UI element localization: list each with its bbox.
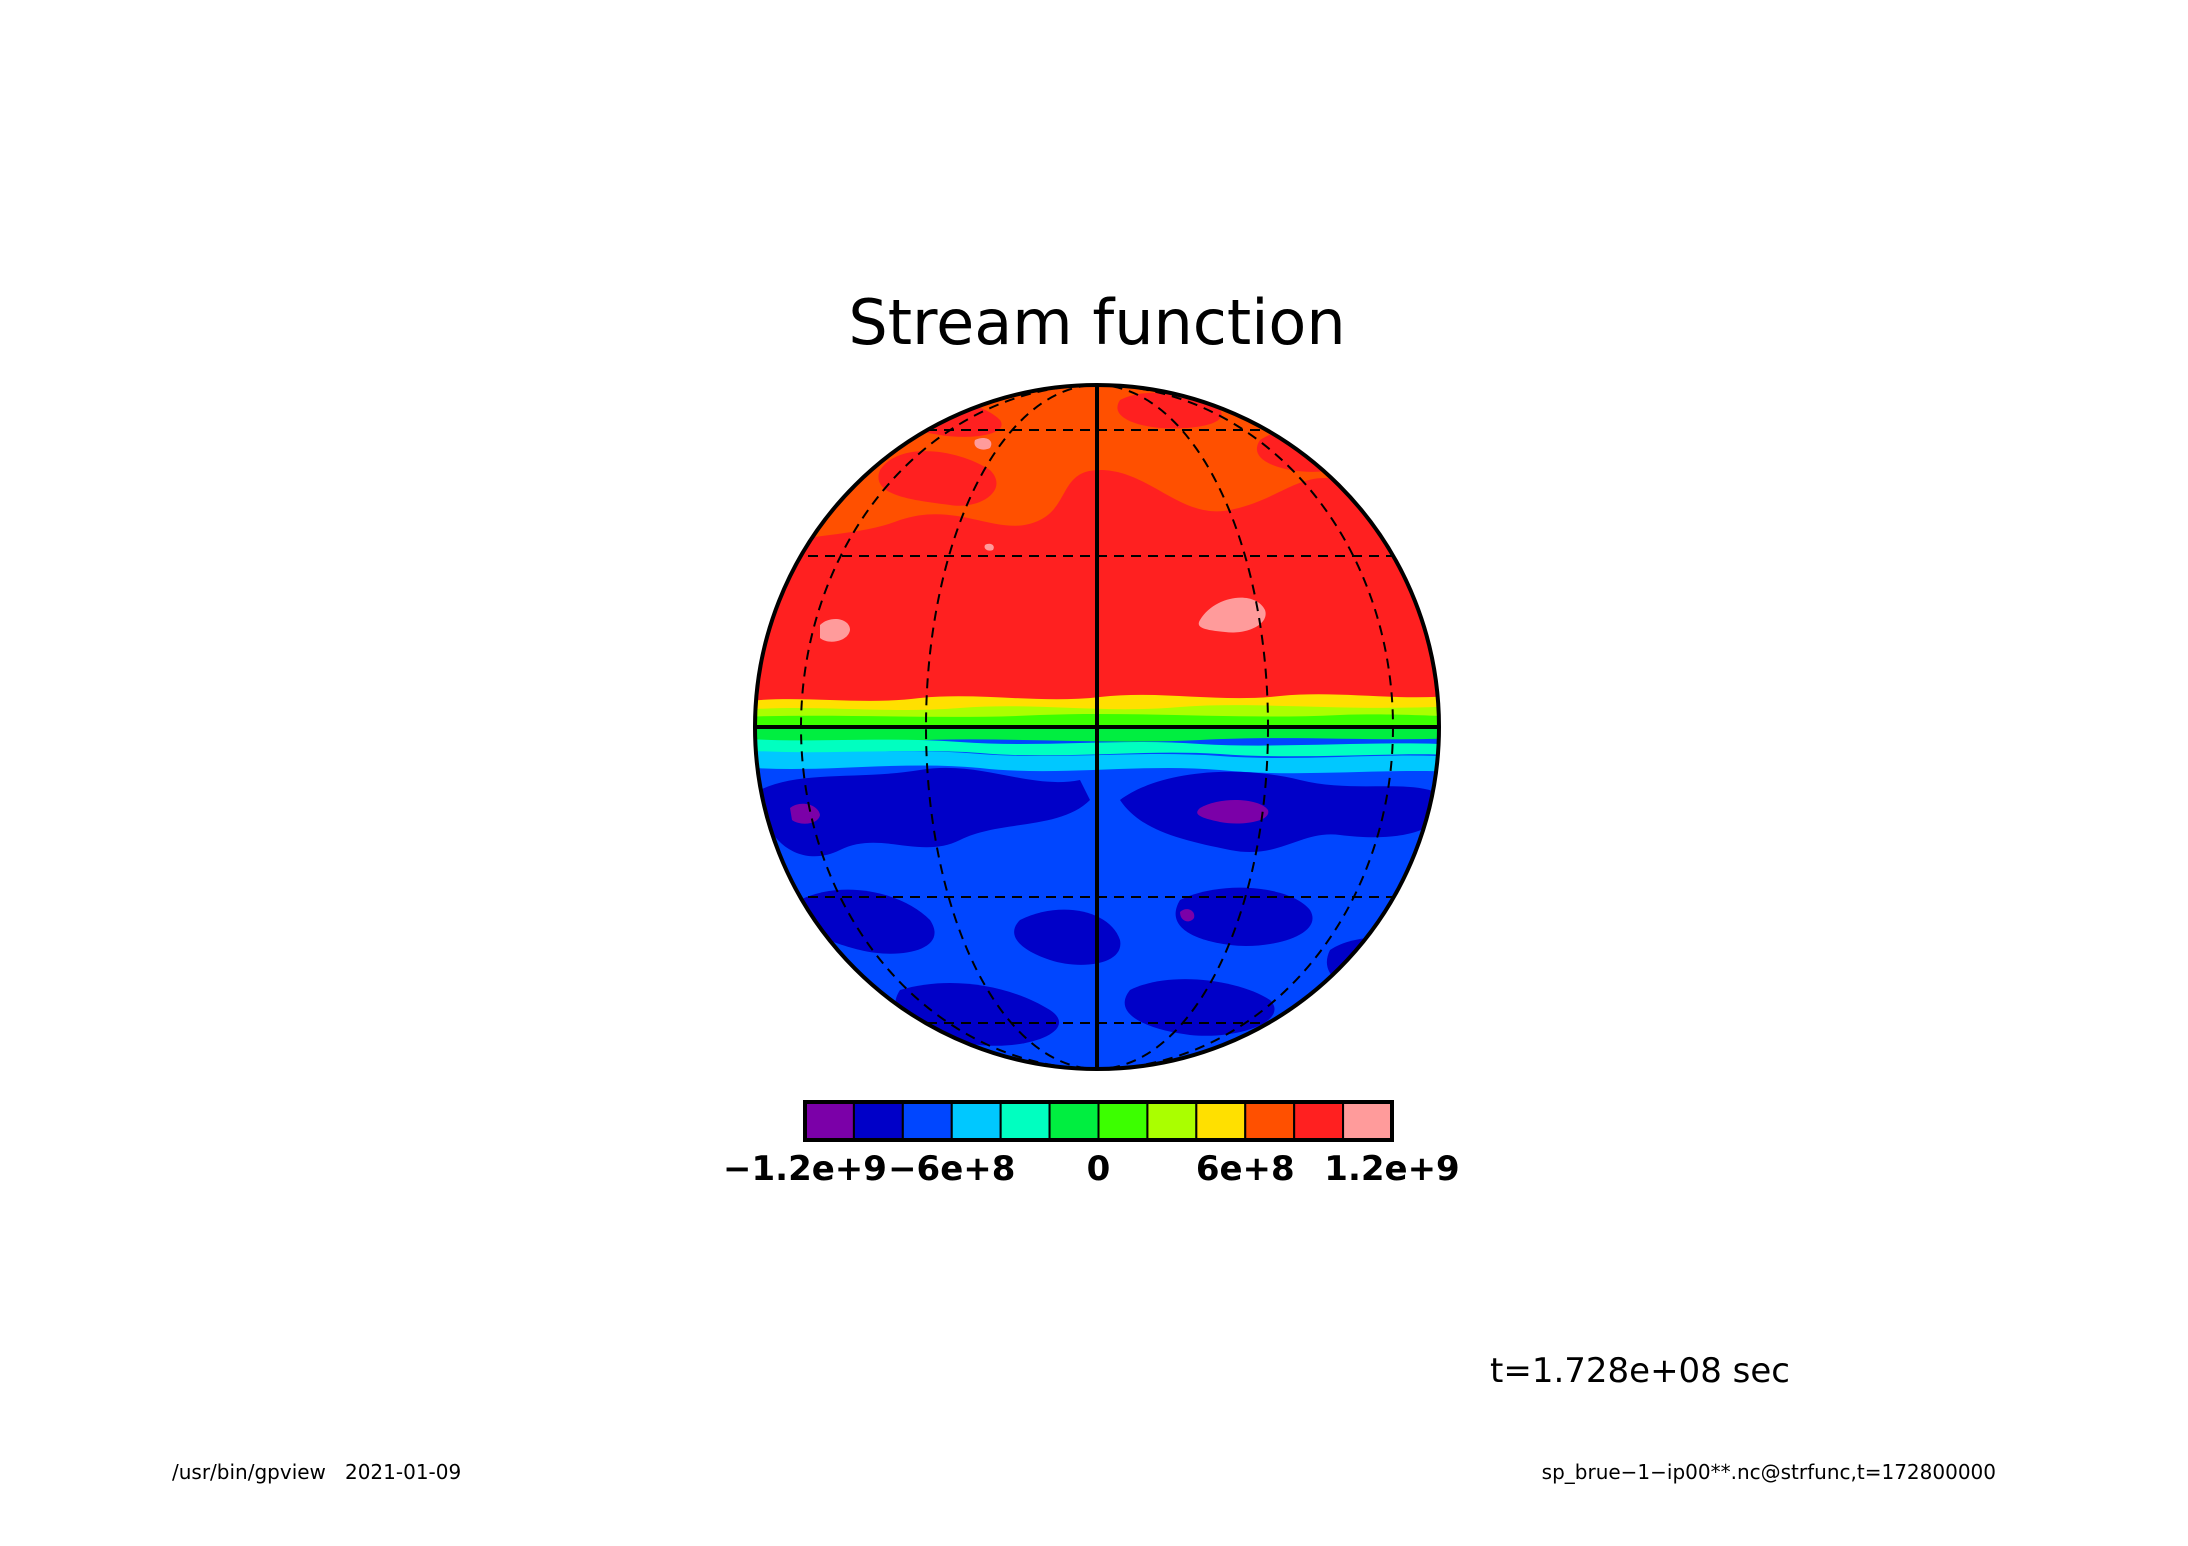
colorbar-swatch (852, 1101, 904, 1141)
field-patch (1197, 799, 1269, 824)
chart-title: Stream function (848, 286, 1345, 359)
colorbar-swatch (1195, 1101, 1247, 1141)
colorbar-swatch (1048, 1101, 1100, 1141)
band-teal (755, 738, 1439, 757)
field-patch (1124, 979, 1275, 1036)
colorbar-swatch (1146, 1101, 1198, 1141)
colorbar-swatch (950, 1101, 1002, 1141)
colorbar-swatch (901, 1101, 953, 1141)
field-patch (755, 470, 1439, 727)
band-green-s (755, 727, 1439, 742)
colorbar-swatch (1097, 1101, 1149, 1141)
field-patch (760, 767, 1090, 857)
field-patch (798, 889, 935, 954)
field-patch (1180, 909, 1195, 922)
colorbar: −1.2e+9 −6e+8 0 6e+8 1.2e+9 (723, 1100, 1460, 1189)
time-label: t=1.728e+08 sec (1490, 1351, 1790, 1391)
colorbar-swatch (1342, 1101, 1394, 1141)
globe-outline (753, 383, 1441, 1071)
field-patch (820, 618, 850, 642)
colorbar-tick-label: 1.2e+9 (1324, 1149, 1459, 1189)
colorbar-tick-label: −6e+8 (888, 1149, 1015, 1189)
field-patch (1175, 887, 1313, 946)
footer-right: sp_brue−1−ip00**.nc@strfunc,t=172800000 (1542, 1460, 1996, 1484)
colorbar-swatch (1244, 1101, 1296, 1141)
field-patch (1120, 771, 1439, 853)
colorbar-swatch (999, 1101, 1051, 1141)
field-patch (1198, 597, 1266, 633)
colorbar-tick-label: −1.2e+9 (723, 1149, 887, 1189)
colorbar-tick-label: 0 (1087, 1149, 1111, 1189)
band-cyan (755, 750, 1439, 774)
band-green (755, 713, 1439, 727)
footer-left: /usr/bin/gpview 2021-01-09 (172, 1460, 461, 1484)
field-patch (974, 437, 992, 450)
colorbar-swatch (804, 1101, 855, 1141)
field-patch (984, 543, 994, 551)
field-patch (1014, 909, 1121, 965)
colorbar-frame (803, 1100, 1394, 1142)
colorbar-tick-label: 6e+8 (1196, 1149, 1295, 1189)
globe (753, 383, 1441, 1071)
colorbar-swatch (1293, 1101, 1345, 1141)
